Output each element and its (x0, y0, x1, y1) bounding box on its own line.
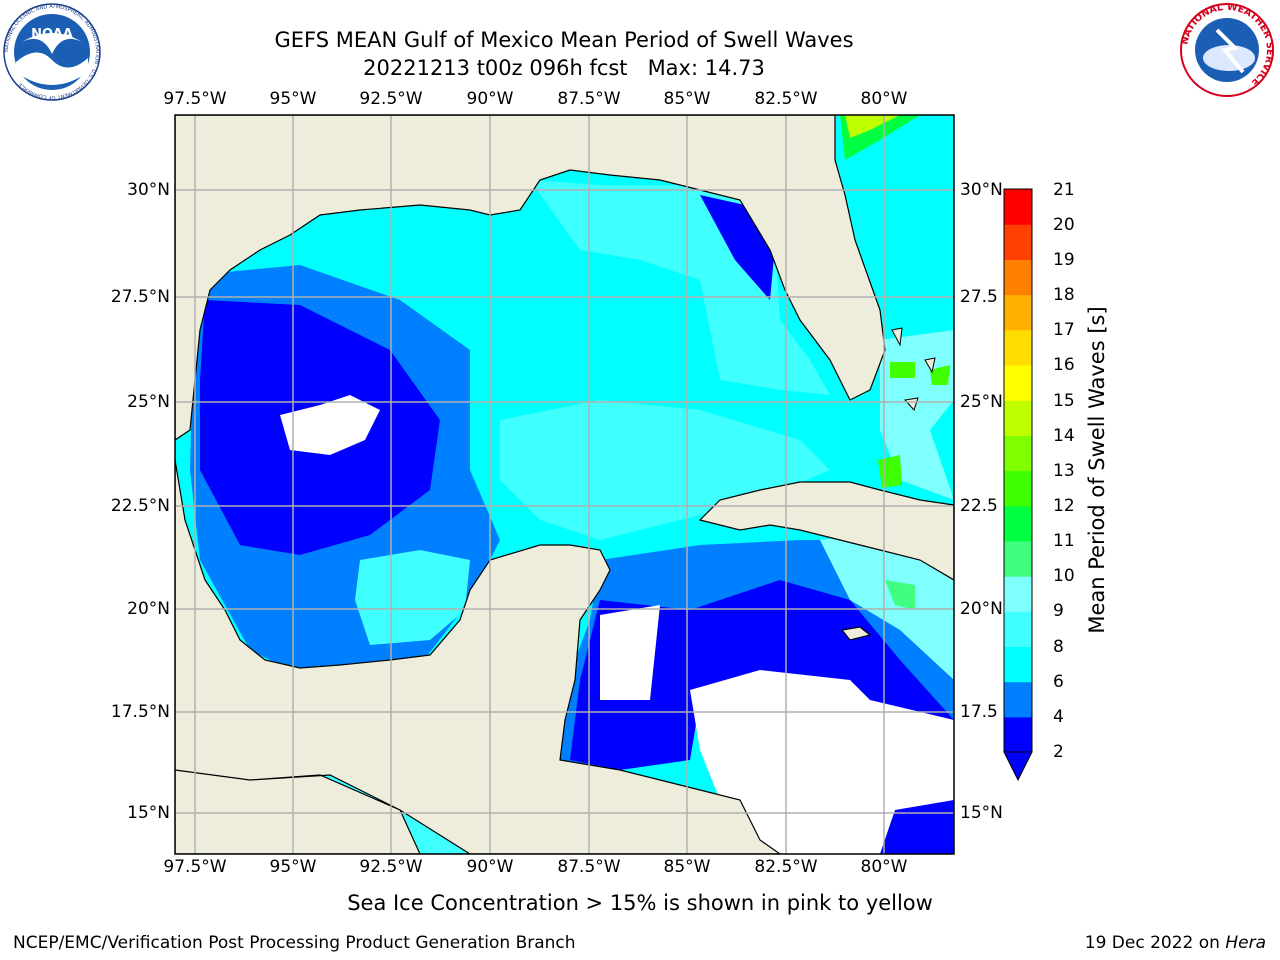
map-gridlines (175, 115, 954, 854)
colorbar-tick-17: 17 (1053, 320, 1075, 340)
colorbar-segment-16 (1004, 329, 1032, 366)
lon-tick-top-82.5W: 82.5°W (754, 89, 818, 109)
footer-date-text: 19 Dec 2022 on (1084, 933, 1220, 953)
lon-tick-bottom-90W: 90°W (466, 857, 514, 877)
lon-tick-bottom-82.5W: 82.5°W (754, 857, 818, 877)
footer-branch: NCEP/EMC/Verification Post Processing Pr… (13, 933, 576, 953)
lat-tick-right-30N: 30°N (960, 180, 1003, 200)
colorbar-segment-9 (1004, 576, 1032, 612)
lat-tick-left-25N: 25°N (127, 392, 170, 412)
lat-tick-left-30N: 30°N (127, 180, 170, 200)
lon-tick-bottom-97.5W: 97.5°W (163, 857, 227, 877)
colorbar-segment-20 (1004, 189, 1032, 225)
colorbar-segment-4 (1004, 681, 1032, 718)
lat-tick-right-20N: 20°N (960, 599, 1003, 619)
lon-tick-bottom-92.5W: 92.5°W (359, 857, 423, 877)
colorbar-segment-14 (1004, 400, 1032, 436)
colorbar-tick-19: 19 (1053, 250, 1075, 270)
lat-tick-right-27.5: 27.5 (960, 287, 998, 307)
colorbar-extend-arrow (1003, 751, 1033, 782)
colorbar-tick-4: 4 (1053, 707, 1064, 727)
contour-6-8-campeche (355, 550, 470, 645)
contour-11-12-bahamas (890, 362, 915, 378)
colorbar-label: Mean Period of Swell Waves [s] (1085, 306, 1109, 634)
lat-tick-right-17.5: 17.5 (960, 702, 998, 722)
colorbar-tick-13: 13 (1053, 461, 1075, 481)
lat-tick-left-22.5N: 22.5°N (110, 496, 170, 516)
colorbar-segment-11 (1004, 505, 1032, 542)
colorbar-segment-12 (1004, 470, 1032, 507)
masked-area-caribbean (690, 670, 954, 854)
colorbar-segment-10 (1004, 540, 1032, 577)
lon-tick-bottom-80W: 80°W (860, 857, 908, 877)
colorbar-segment-19 (1004, 224, 1032, 260)
contour-11-12-cuba-north (878, 455, 902, 488)
footer-date: 19 Dec 2022 on Hera (1085, 933, 1266, 953)
lon-tick-top-95W: 95°W (269, 89, 317, 109)
colorbar-segment-8 (1004, 611, 1032, 648)
colorbar-segment-6 (1004, 646, 1032, 683)
lat-tick-left-17.5N: 17.5°N (110, 702, 170, 722)
colorbar-segment-15 (1004, 364, 1032, 401)
colorbar-segment-18 (1004, 259, 1032, 296)
lon-tick-top-97.5W: 97.5°W (163, 89, 227, 109)
colorbar-tick-20: 20 (1053, 215, 1075, 235)
colorbar-tick-16: 16 (1053, 355, 1075, 375)
lat-tick-right-25N: 25°N (960, 392, 1003, 412)
lon-tick-top-92.5W: 92.5°W (359, 89, 423, 109)
contour-12-14-atlantic-north (845, 115, 900, 138)
lon-tick-top-90W: 90°W (466, 89, 514, 109)
contour-9-10-windward (885, 580, 915, 610)
colorbar-tick-15: 15 (1053, 391, 1075, 411)
lat-tick-right-15N: 15°N (960, 803, 1003, 823)
masked-area-yucatan (600, 605, 660, 700)
land-jamaica (840, 626, 872, 641)
colorbar-segments (1004, 189, 1032, 753)
chart-subtitle: 20221213 t00z 096h fcst Max: 14.73 (363, 56, 765, 80)
colorbar-segment-17 (1004, 294, 1032, 331)
land-united-states (175, 115, 886, 441)
contour-6-8-central (500, 400, 830, 540)
colorbar-tick-11: 11 (1053, 531, 1075, 551)
lon-tick-bottom-87.5W: 87.5°W (557, 857, 621, 877)
map-frame (174, 114, 955, 855)
colorbar-tick-9: 9 (1053, 601, 1064, 621)
colorbar-tick-14: 14 (1053, 426, 1075, 446)
colorbar-tick-8: 8 (1053, 637, 1064, 657)
colorbar-tick-21: 21 (1053, 180, 1075, 200)
footer-host: Hera (1225, 933, 1266, 953)
land-bahamas (891, 327, 936, 411)
lat-tick-left-27.5N: 27.5°N (110, 287, 170, 307)
sea-ice-note: Sea Ice Concentration > 15% is shown in … (347, 891, 933, 915)
lon-tick-top-80W: 80°W (860, 89, 908, 109)
lon-tick-top-85W: 85°W (663, 89, 711, 109)
contour-11-12-bahamas-east (930, 365, 950, 385)
land-mexico-central-america (175, 459, 782, 854)
colorbar-segment-13 (1004, 435, 1032, 472)
colorbar-frame (1003, 188, 1033, 753)
colorbar (1003, 188, 1033, 782)
colorbar-tick-12: 12 (1053, 496, 1075, 516)
colorbar-tick-2: 2 (1053, 742, 1064, 762)
lon-tick-bottom-85W: 85°W (663, 857, 711, 877)
noaa-logo: NOAA NATIONAL OCEANIC AND ATMOSPHERIC AD… (2, 2, 102, 102)
lon-tick-top-87.5W: 87.5°W (557, 89, 621, 109)
lat-tick-left-15N: 15°N (127, 803, 170, 823)
colorbar-tick-6: 6 (1053, 672, 1064, 692)
lat-tick-left-20N: 20°N (127, 599, 170, 619)
masked-area-west (280, 395, 380, 455)
svg-text:NOAA: NOAA (31, 27, 73, 42)
colorbar-tick-10: 10 (1053, 566, 1075, 586)
chart-title: GEFS MEAN Gulf of Mexico Mean Period of … (274, 28, 854, 52)
contour-8-9-windward (820, 530, 954, 680)
nws-logo: NATIONAL WEATHER SERVICE (1177, 0, 1277, 100)
lon-tick-bottom-95W: 95°W (269, 857, 317, 877)
colorbar-tick-18: 18 (1053, 285, 1075, 305)
lat-tick-right-22.5: 22.5 (960, 496, 998, 516)
colorbar-segment-2 (1004, 716, 1032, 753)
